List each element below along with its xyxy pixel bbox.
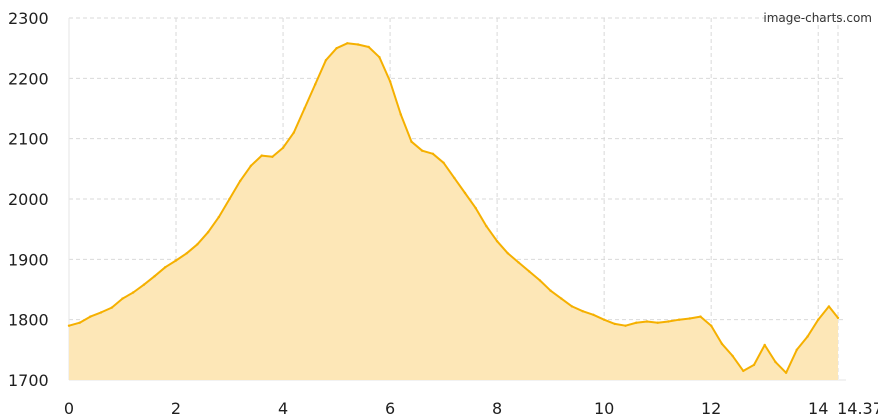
elevation-data-point: [624, 324, 627, 327]
elevation-data-point: [206, 231, 210, 234]
elevation-data-point: [346, 42, 349, 45]
elevation-data-point: [581, 310, 584, 313]
elevation-data-point: [142, 283, 146, 286]
elevation-data-point: [549, 289, 552, 292]
elevation-data-point: [667, 320, 670, 323]
elevation-data-point: [271, 155, 274, 158]
x-tick-label: 0: [64, 399, 74, 418]
elevation-data-point: [67, 324, 71, 327]
elevation-data-point: [742, 369, 745, 373]
elevation-data-point: [710, 324, 713, 327]
elevation-data-point: [367, 45, 370, 49]
elevation-data-point: [645, 320, 649, 323]
elevation-data-point: [431, 152, 435, 155]
y-tick-label: 2100: [8, 130, 49, 149]
elevation-data-point: [453, 176, 456, 180]
elevation-data-point: [292, 131, 295, 134]
elevation-data-point: [260, 154, 263, 157]
elevation-data-point: [613, 322, 616, 326]
y-tick-label: 1900: [8, 250, 49, 269]
elevation-data-point: [324, 59, 328, 62]
elevation-data-point: [836, 316, 840, 320]
elevation-data-point: [795, 348, 798, 351]
x-tick-label: 8: [492, 399, 502, 418]
elevation-data-point: [677, 318, 681, 321]
elevation-data-point: [174, 259, 178, 262]
area-layer: [67, 42, 840, 381]
elevation-data-point: [228, 197, 231, 201]
y-tick-label: 2000: [8, 190, 49, 209]
elevation-data-point: [356, 43, 360, 46]
elevation-data-point: [538, 279, 542, 282]
elevation-data-point: [635, 321, 638, 324]
elevation-data-point: [688, 317, 691, 320]
elevation-data-point: [121, 297, 124, 300]
elevation-data-point: [185, 252, 188, 255]
elevation-data-point: [399, 113, 402, 116]
elevation-data-point: [560, 297, 563, 300]
elevation-data-point: [249, 164, 253, 167]
elevation-data-point: [774, 360, 777, 364]
elevation-data-point: [281, 146, 285, 149]
elevation-data-point: [99, 311, 103, 314]
x-tick-label: 14: [808, 399, 828, 418]
elevation-data-point: [528, 270, 531, 273]
elevation-data-point: [806, 335, 809, 338]
elevation-data-point: [784, 371, 788, 374]
elevation-data-point: [592, 313, 595, 316]
watermark-label: image-charts.com: [763, 11, 872, 25]
elevation-data-point: [378, 56, 381, 59]
x-tick-label: 14.37: [837, 399, 878, 418]
elevation-data-point: [196, 243, 199, 246]
x-tick-label: 12: [701, 399, 721, 418]
x-tick-label: 4: [278, 399, 288, 418]
elevation-data-point: [817, 318, 820, 321]
x-tick-label: 6: [385, 399, 395, 418]
x-tick-label: 2: [171, 399, 181, 418]
y-tick-label: 2300: [8, 9, 49, 28]
elevation-data-point: [410, 140, 413, 143]
elevation-data-point: [335, 47, 338, 50]
elevation-data-point: [132, 291, 135, 294]
elevation-data-point: [314, 83, 317, 86]
elevation-data-point: [517, 261, 520, 264]
elevation-data-point: [827, 305, 831, 308]
elevation-data-point: [421, 149, 424, 152]
y-tick-label: 2200: [8, 69, 49, 88]
elevation-area-fill: [69, 43, 838, 381]
elevation-data-point: [506, 252, 509, 255]
elevation-data-point: [570, 305, 574, 308]
elevation-data-point: [495, 240, 499, 243]
elevation-data-point: [217, 215, 220, 219]
elevation-data-point: [388, 80, 392, 83]
x-tick-label: 10: [594, 399, 614, 418]
elevation-data-point: [78, 321, 81, 324]
elevation-data-point: [752, 363, 756, 367]
elevation-data-point: [153, 275, 156, 278]
elevation-data-point: [656, 321, 659, 324]
elevation-data-point: [110, 306, 114, 309]
elevation-data-point: [463, 191, 467, 195]
elevation-data-point: [763, 343, 766, 347]
elevation-data-point: [699, 315, 702, 318]
elevation-data-point: [89, 315, 92, 318]
elevation-data-point: [731, 354, 734, 358]
elevation-data-point: [720, 342, 724, 345]
elevation-data-point: [442, 161, 445, 164]
elevation-data-point: [485, 225, 488, 228]
tick-layer: 1700 1800 1900 2000 2100 2200 2300 0 2 4 6 8 10 12 14 1…: [8, 9, 878, 418]
elevation-data-point: [602, 318, 606, 321]
elevation-data-point: [303, 107, 306, 110]
y-tick-label: 1800: [8, 311, 49, 330]
elevation-data-point: [164, 266, 167, 269]
elevation-data-point: [239, 179, 242, 183]
elevation-data-point: [474, 206, 477, 210]
y-tick-label: 1700: [8, 371, 49, 390]
